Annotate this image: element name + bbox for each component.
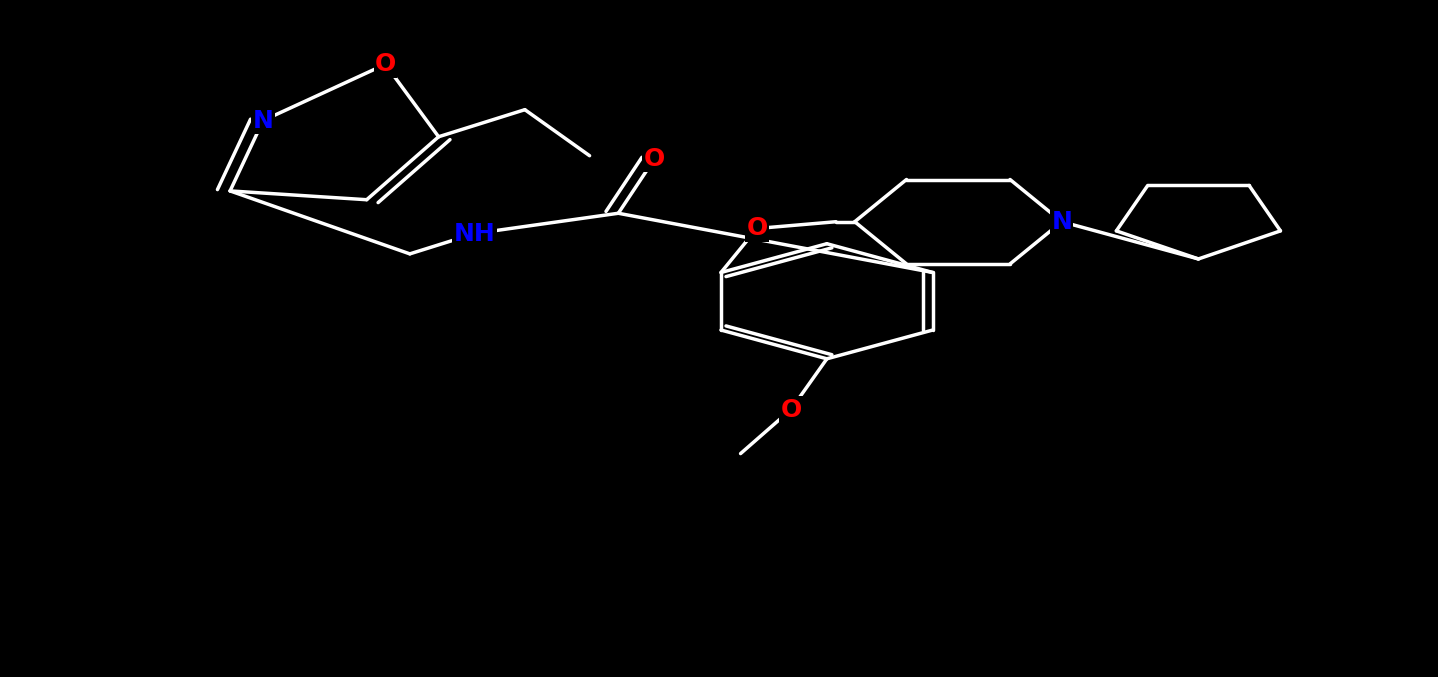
Text: N: N bbox=[1051, 210, 1073, 234]
Text: N: N bbox=[253, 108, 273, 133]
Text: O: O bbox=[644, 147, 664, 171]
Text: O: O bbox=[781, 397, 801, 422]
Text: NH: NH bbox=[453, 221, 496, 246]
Text: O: O bbox=[375, 52, 395, 77]
Text: O: O bbox=[746, 217, 768, 240]
